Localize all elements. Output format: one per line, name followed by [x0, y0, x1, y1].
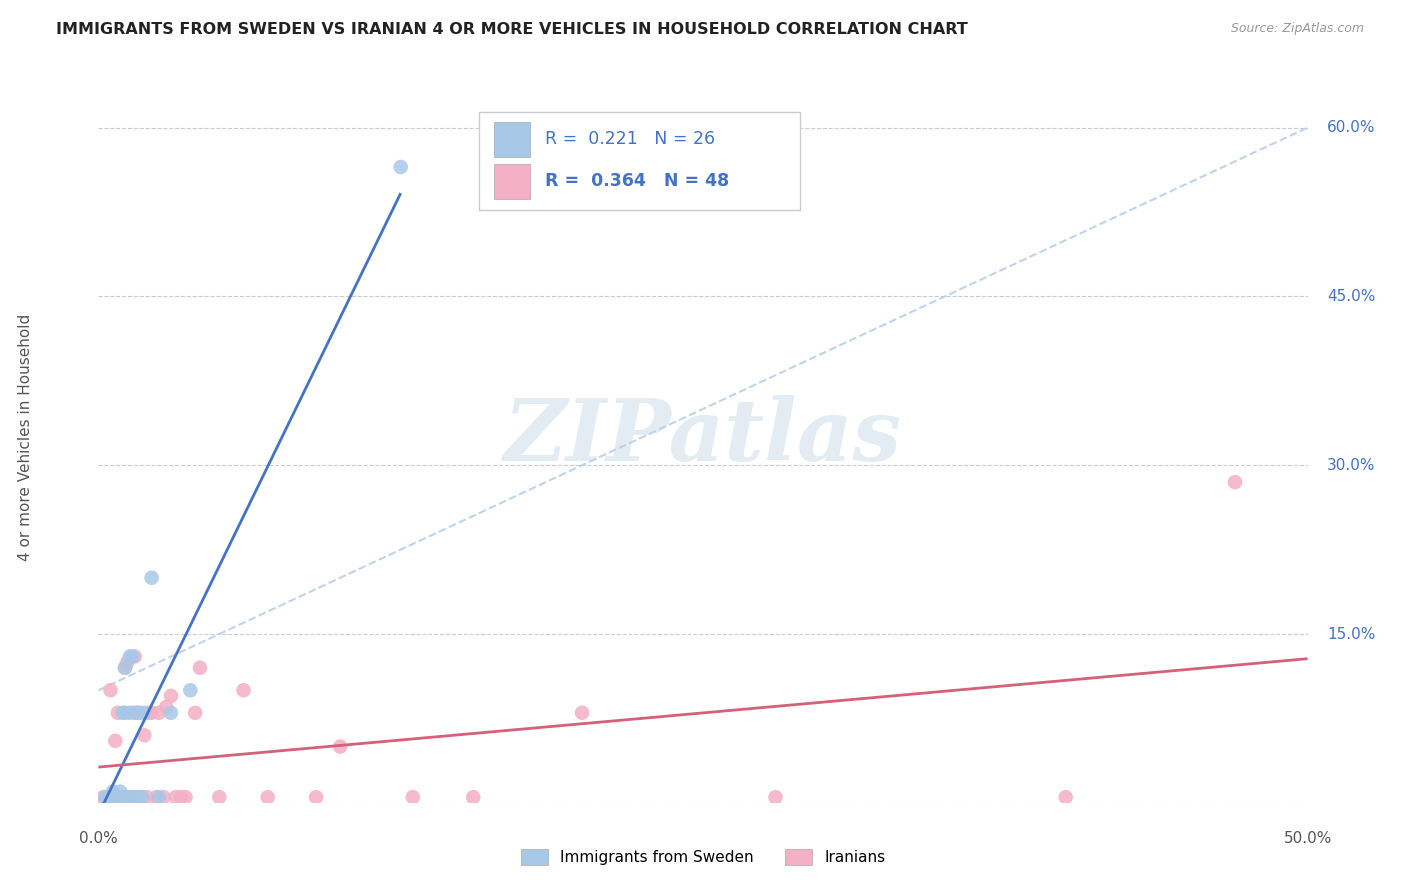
Point: [114, 661, 136, 675]
Point: [124, 790, 146, 805]
Point: [165, 790, 187, 805]
Point: [104, 790, 127, 805]
Text: R =  0.221   N = 26: R = 0.221 N = 26: [544, 130, 714, 148]
Point: [145, 790, 167, 805]
Point: [107, 706, 129, 720]
Text: 30.0%: 30.0%: [1327, 458, 1375, 473]
Point: [256, 790, 278, 805]
Point: [402, 790, 425, 805]
FancyBboxPatch shape: [494, 122, 530, 157]
Text: 50.0%: 50.0%: [1284, 831, 1331, 846]
Text: 60.0%: 60.0%: [1327, 120, 1375, 135]
Point: [169, 790, 191, 805]
Point: [389, 160, 412, 174]
Point: [111, 790, 134, 805]
Point: [134, 706, 156, 720]
Point: [117, 790, 139, 805]
Point: [1054, 790, 1077, 805]
Point: [188, 661, 211, 675]
Point: [184, 706, 207, 720]
Text: R =  0.364   N = 48: R = 0.364 N = 48: [544, 172, 728, 190]
Point: [160, 706, 183, 720]
FancyBboxPatch shape: [479, 112, 800, 211]
Point: [118, 706, 141, 720]
Point: [174, 790, 197, 805]
FancyBboxPatch shape: [494, 163, 530, 199]
Point: [155, 700, 177, 714]
Text: IMMIGRANTS FROM SWEDEN VS IRANIAN 4 OR MORE VEHICLES IN HOUSEHOLD CORRELATION CH: IMMIGRANTS FROM SWEDEN VS IRANIAN 4 OR M…: [56, 22, 967, 37]
Point: [128, 706, 150, 720]
Point: [111, 706, 134, 720]
Point: [114, 706, 136, 720]
Text: Source: ZipAtlas.com: Source: ZipAtlas.com: [1230, 22, 1364, 36]
Point: [329, 739, 352, 754]
Point: [124, 706, 146, 720]
Point: [131, 790, 153, 805]
Point: [114, 790, 136, 805]
Point: [124, 649, 146, 664]
Point: [131, 790, 153, 805]
Point: [100, 790, 122, 805]
Point: [121, 649, 143, 664]
Point: [141, 706, 163, 720]
Text: 0.0%: 0.0%: [79, 831, 118, 846]
Point: [138, 706, 160, 720]
Point: [101, 790, 124, 805]
Point: [152, 790, 174, 805]
Point: [179, 683, 201, 698]
Point: [100, 683, 122, 698]
Point: [97, 790, 120, 805]
Point: [765, 790, 787, 805]
Point: [463, 790, 485, 805]
Point: [117, 790, 139, 805]
Point: [114, 661, 136, 675]
Point: [160, 689, 183, 703]
Point: [100, 790, 122, 805]
Point: [127, 790, 149, 805]
Point: [141, 571, 163, 585]
Point: [134, 728, 156, 742]
Point: [208, 790, 231, 805]
Point: [232, 683, 254, 698]
Point: [118, 649, 141, 664]
Point: [118, 790, 141, 805]
Point: [127, 706, 149, 720]
Point: [91, 790, 114, 805]
Point: [124, 790, 146, 805]
Point: [117, 655, 139, 669]
Text: ZIPatlas: ZIPatlas: [503, 395, 903, 479]
Point: [101, 784, 124, 798]
Point: [94, 790, 117, 805]
Point: [135, 790, 157, 805]
Text: 45.0%: 45.0%: [1327, 289, 1375, 304]
Point: [571, 706, 593, 720]
Point: [108, 790, 131, 805]
Point: [128, 790, 150, 805]
Point: [1223, 475, 1246, 489]
Point: [94, 790, 117, 805]
Point: [148, 790, 170, 805]
Legend: Immigrants from Sweden, Iranians: Immigrants from Sweden, Iranians: [515, 843, 891, 871]
Point: [104, 734, 127, 748]
Point: [148, 706, 170, 720]
Point: [121, 790, 143, 805]
Point: [107, 790, 129, 805]
Text: 4 or more Vehicles in Household: 4 or more Vehicles in Household: [18, 313, 34, 561]
Text: 15.0%: 15.0%: [1327, 626, 1375, 641]
Point: [121, 790, 143, 805]
Point: [104, 790, 127, 805]
Point: [107, 790, 129, 805]
Point: [305, 790, 328, 805]
Point: [108, 784, 131, 798]
Point: [111, 790, 134, 805]
